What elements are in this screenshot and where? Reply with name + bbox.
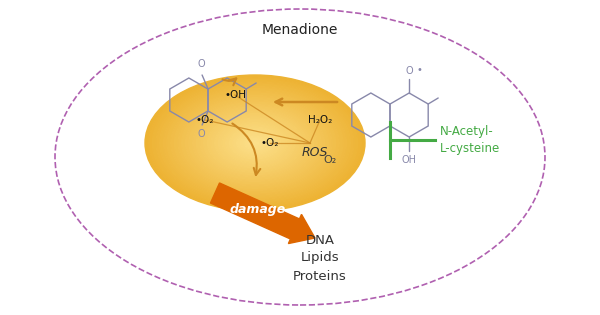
Ellipse shape: [178, 95, 332, 191]
Ellipse shape: [203, 111, 307, 175]
Ellipse shape: [297, 155, 303, 159]
Ellipse shape: [296, 155, 304, 159]
Text: N-Acetyl-
L-cysteine: N-Acetyl- L-cysteine: [440, 125, 500, 155]
Ellipse shape: [298, 156, 302, 158]
Ellipse shape: [167, 89, 343, 198]
Ellipse shape: [299, 157, 301, 158]
Ellipse shape: [298, 156, 302, 158]
Ellipse shape: [170, 91, 340, 195]
Ellipse shape: [298, 156, 302, 158]
Ellipse shape: [295, 154, 305, 160]
Ellipse shape: [152, 79, 358, 206]
Text: •: •: [416, 65, 422, 75]
Text: •OH: •OH: [224, 90, 246, 100]
Ellipse shape: [295, 154, 305, 160]
Ellipse shape: [200, 109, 310, 177]
Ellipse shape: [296, 155, 304, 159]
Ellipse shape: [298, 156, 302, 158]
Ellipse shape: [297, 155, 303, 159]
Ellipse shape: [296, 154, 304, 160]
Ellipse shape: [295, 154, 305, 160]
Ellipse shape: [296, 154, 304, 159]
Ellipse shape: [233, 129, 277, 157]
Ellipse shape: [294, 153, 306, 161]
FancyArrowPatch shape: [232, 123, 260, 175]
Ellipse shape: [218, 120, 292, 166]
Ellipse shape: [229, 127, 281, 159]
Ellipse shape: [294, 153, 306, 161]
Ellipse shape: [189, 102, 321, 184]
Ellipse shape: [298, 156, 302, 158]
Ellipse shape: [236, 132, 274, 154]
Ellipse shape: [296, 154, 304, 160]
Ellipse shape: [248, 139, 262, 147]
Ellipse shape: [182, 98, 328, 188]
Ellipse shape: [156, 82, 354, 204]
Ellipse shape: [295, 154, 305, 160]
Ellipse shape: [222, 123, 288, 163]
Text: O: O: [197, 59, 205, 69]
Ellipse shape: [241, 134, 269, 152]
Ellipse shape: [193, 105, 317, 181]
Text: H₂O₂: H₂O₂: [308, 115, 332, 125]
Ellipse shape: [297, 155, 303, 159]
Ellipse shape: [295, 154, 305, 160]
Ellipse shape: [196, 107, 314, 179]
Ellipse shape: [145, 75, 365, 211]
Ellipse shape: [294, 153, 306, 161]
Ellipse shape: [298, 156, 302, 158]
Ellipse shape: [298, 155, 302, 158]
Text: ROS: ROS: [302, 146, 328, 159]
Ellipse shape: [149, 77, 361, 209]
Ellipse shape: [163, 86, 347, 200]
Ellipse shape: [299, 156, 301, 158]
Ellipse shape: [251, 141, 259, 145]
Ellipse shape: [226, 125, 284, 161]
Ellipse shape: [299, 156, 301, 158]
Ellipse shape: [297, 155, 303, 159]
Ellipse shape: [244, 136, 266, 150]
Ellipse shape: [299, 157, 301, 158]
Ellipse shape: [160, 84, 350, 202]
Ellipse shape: [295, 154, 305, 160]
Ellipse shape: [208, 113, 302, 173]
Ellipse shape: [296, 155, 304, 159]
Ellipse shape: [175, 93, 335, 193]
Ellipse shape: [211, 116, 299, 170]
Text: damage: damage: [230, 203, 286, 216]
Text: DNA: DNA: [305, 233, 335, 247]
Text: OH: OH: [401, 155, 416, 165]
Ellipse shape: [298, 156, 302, 158]
Ellipse shape: [299, 157, 301, 158]
Text: Menadione: Menadione: [262, 23, 338, 37]
Text: Lipids: Lipids: [301, 251, 340, 265]
Text: O: O: [406, 66, 413, 76]
Ellipse shape: [296, 155, 304, 159]
Text: •O₂: •O₂: [196, 115, 214, 125]
FancyArrow shape: [211, 183, 315, 243]
Ellipse shape: [295, 154, 305, 160]
Ellipse shape: [299, 156, 301, 158]
Ellipse shape: [296, 155, 304, 159]
Text: Proteins: Proteins: [293, 270, 347, 283]
Ellipse shape: [295, 154, 305, 160]
Text: O: O: [197, 129, 205, 139]
Ellipse shape: [215, 118, 295, 168]
Text: O₂: O₂: [323, 155, 337, 165]
Text: •O₂: •O₂: [261, 138, 279, 148]
Ellipse shape: [185, 100, 325, 186]
